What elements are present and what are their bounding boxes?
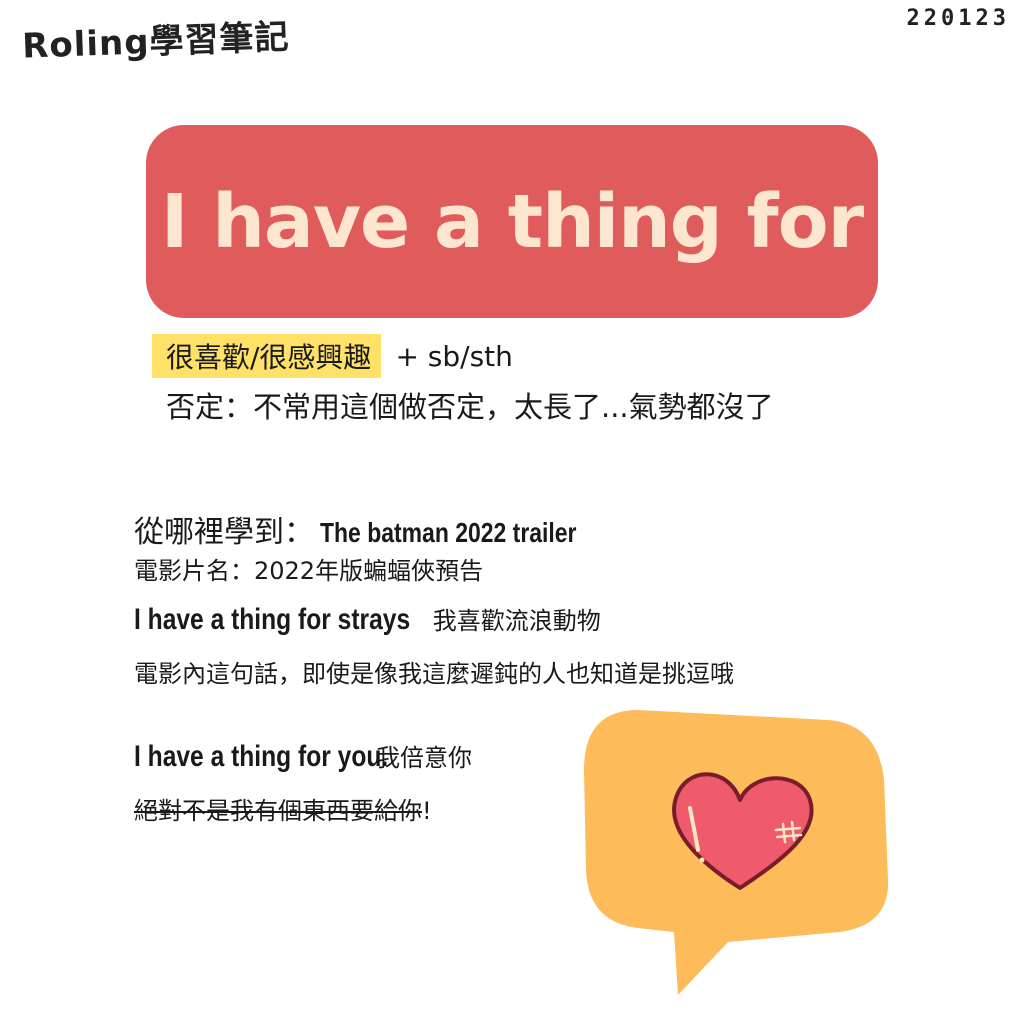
date-label: 220123 (906, 6, 1010, 31)
heart-shape (672, 772, 814, 890)
example-2-chinese: 我倍意你 (376, 744, 473, 772)
meaning-object: + sb/sth (395, 339, 513, 373)
heart-highlight (688, 806, 700, 852)
not-meaning-line: 絕對不是我有個東西要給你! (134, 791, 432, 826)
exclamation: ! (422, 797, 432, 825)
meaning-highlight: 很喜歡/很感興趣 (152, 334, 382, 378)
example-2-english: I have a thing for you. (134, 740, 389, 773)
source-label: 從哪裡學到： (134, 515, 314, 550)
example-2: I have a thing for you. 我倍意你 (134, 738, 472, 774)
brand-logo: Roling學習筆記 (21, 17, 291, 67)
speech-bubble-heart-icon (584, 710, 889, 995)
title-banner: I have a thing for (146, 125, 878, 318)
struck-text: 絕對不是我有個東西要給你 (134, 797, 422, 825)
example-1-english: I have a thing for strays (134, 603, 411, 636)
negation-note: 否定：不常用這個做否定，太長了...氣勢都沒了 (166, 390, 774, 424)
source-value: The batman 2022 trailer (320, 517, 577, 548)
example-1: I have a thing for strays 我喜歡流浪動物 (134, 601, 601, 637)
heart-highlight-dot (699, 857, 705, 863)
heart-mark (774, 820, 803, 844)
meaning-line: 很喜歡/很感興趣 + sb/sth (152, 334, 513, 378)
source-line: 從哪裡學到： The batman 2022 trailer (134, 507, 633, 551)
example-note: 電影內這句話，即使是像我這麼遲鈍的人也知道是挑逗哦 (134, 660, 734, 688)
title-text: I have a thing for (160, 178, 864, 265)
example-1-chinese: 我喜歡流浪動物 (432, 607, 601, 635)
movie-name: 電影片名：2022年版蝙蝠俠預告 (134, 557, 484, 585)
